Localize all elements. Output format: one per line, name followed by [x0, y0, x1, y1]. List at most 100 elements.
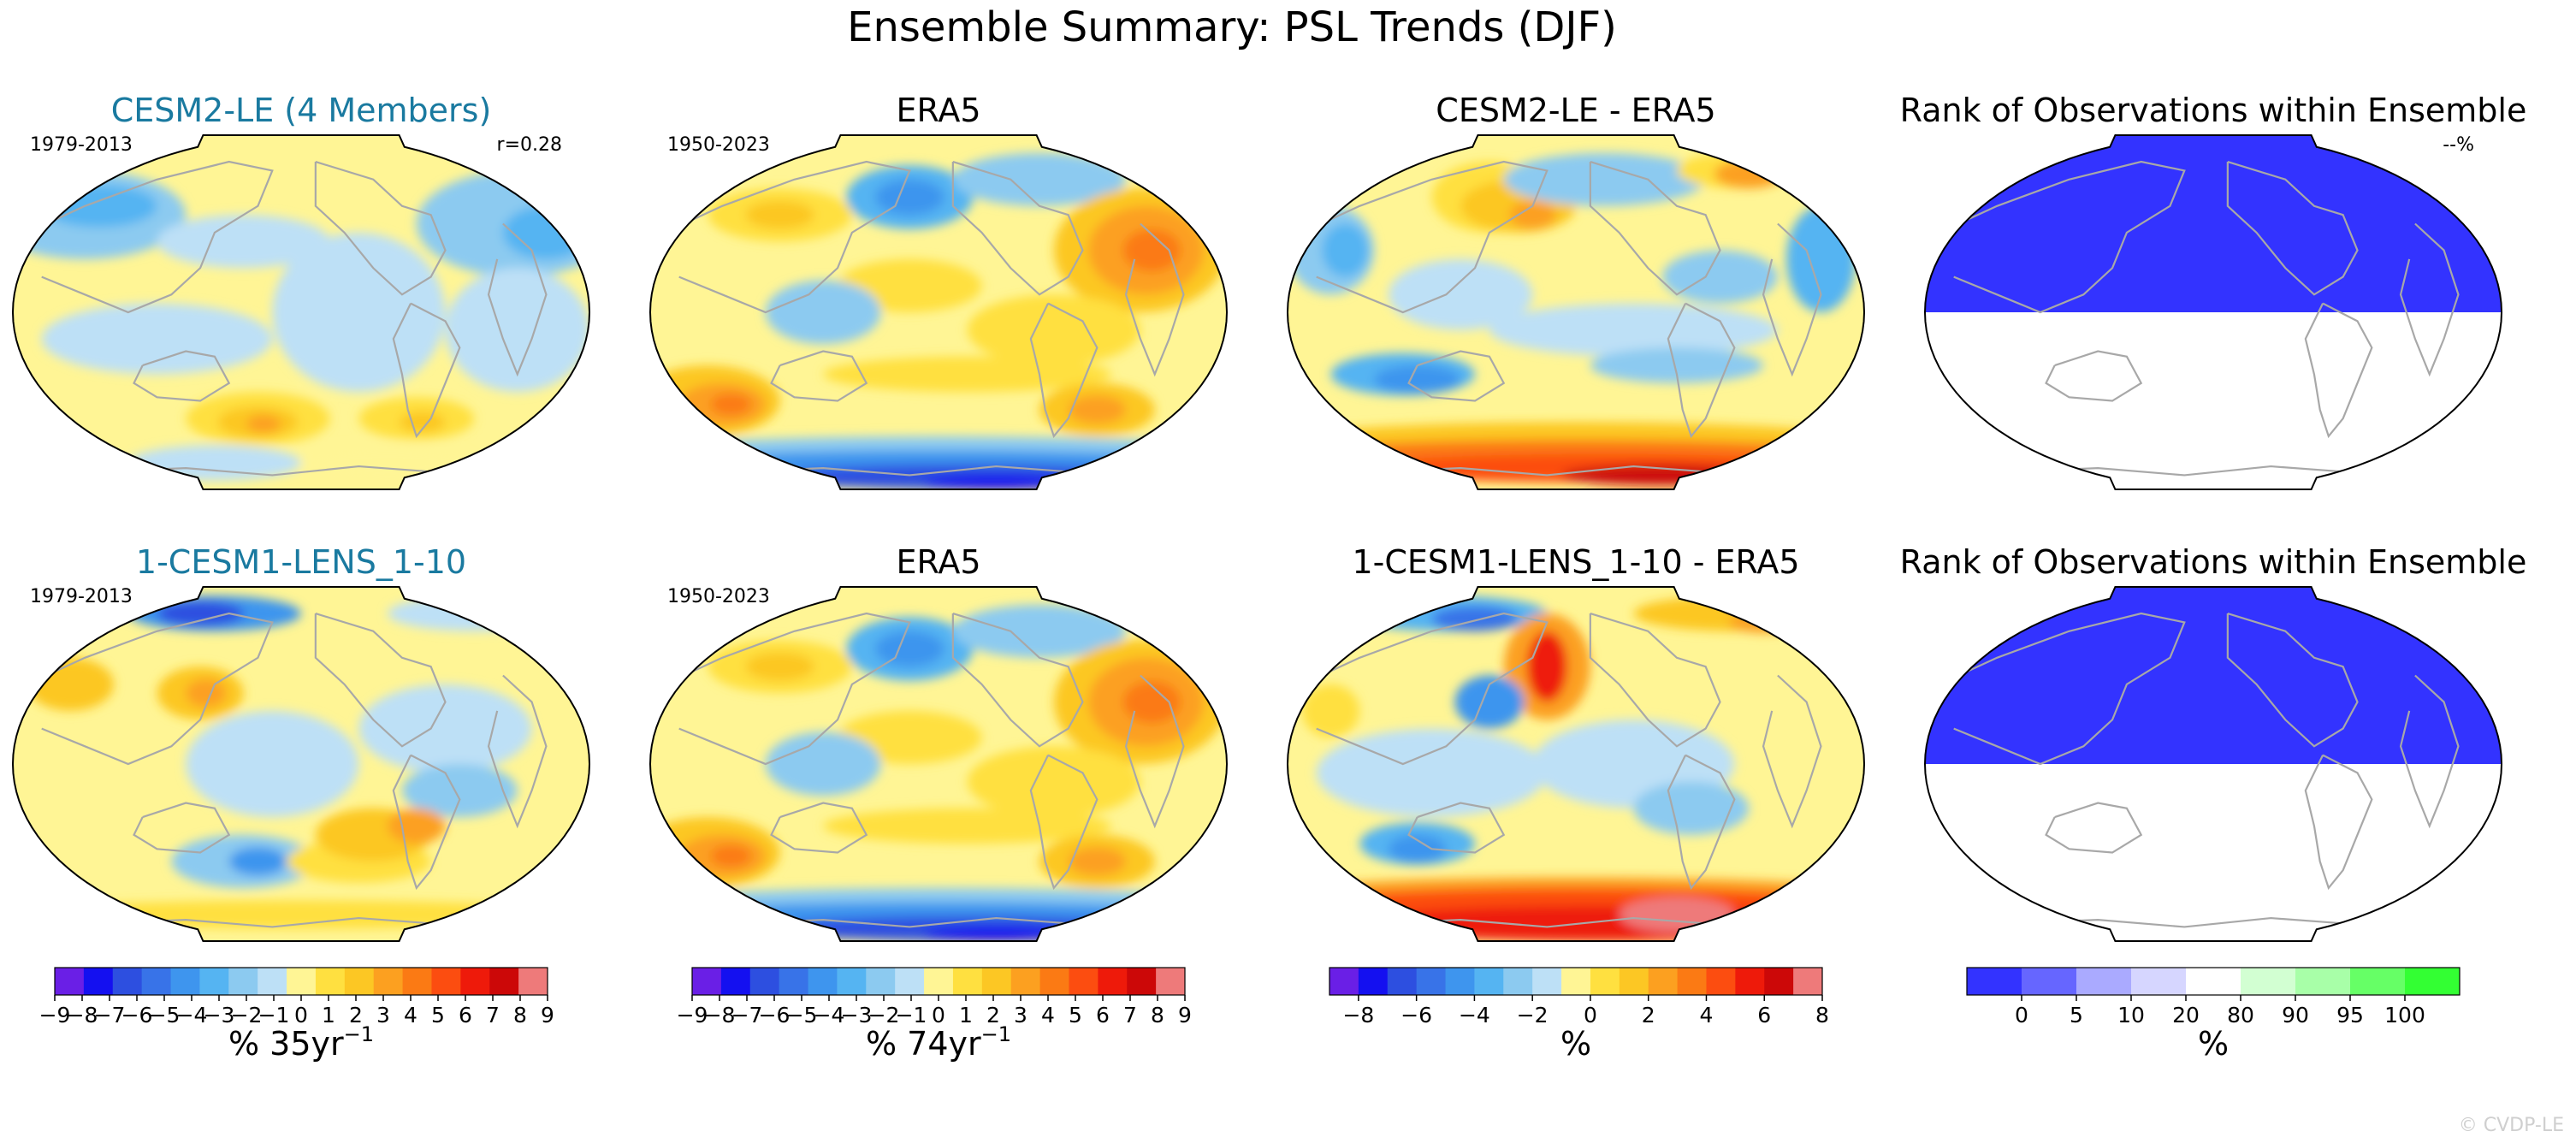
coastline: [2304, 754, 2373, 891]
colorbar-tick-label: 7: [486, 1003, 500, 1028]
field-contour: [745, 200, 815, 229]
colorbar-tick-label: −6: [121, 1003, 153, 1028]
field-contour: [1619, 897, 1735, 933]
field-contour: [952, 152, 1127, 206]
map-panel-r2c4: Rank of Observations within Ensemble: [1900, 543, 2526, 942]
colorbar-tick-label: 0: [932, 1003, 945, 1028]
colorbar-label: % 35yr−1: [228, 1022, 374, 1063]
colorbar-box: [2241, 968, 2296, 995]
map-panel-r2c2: ERA5 1950-2023: [648, 543, 1229, 942]
field-contour: [710, 394, 751, 416]
colorbar-box: [1619, 968, 1649, 995]
coastline: [1939, 612, 2186, 766]
coastline: [27, 160, 274, 314]
period-label: 1979-2013: [30, 134, 133, 156]
field-contour: [1662, 250, 1778, 304]
colorbar-tick-label: −2: [1517, 1003, 1549, 1028]
coastline: [1589, 612, 1721, 748]
cvdp-watermark: © CVDP-LE: [2458, 1115, 2564, 1136]
colorbar-tick-label: 6: [1096, 1003, 1110, 1028]
coastline: [2045, 802, 2143, 854]
colorbar-tick-label: 90: [2282, 1003, 2309, 1028]
field-contour: [745, 652, 815, 681]
field-contour: [710, 845, 751, 868]
colorbar-tick-label: −4: [176, 1003, 208, 1028]
colorbar-box: [692, 968, 722, 995]
coastline: [1301, 160, 1549, 314]
coastline: [2226, 160, 2359, 296]
colorbar-box: [373, 968, 404, 995]
colorbar-tick-label: 95: [2336, 1003, 2364, 1028]
colorbar-tick-label: −2: [868, 1003, 900, 1028]
field-contour: [1633, 781, 1750, 835]
map-boundary: [648, 134, 1229, 490]
field-contour: [874, 179, 945, 216]
colorbar-box: [1069, 968, 1099, 995]
colorbar-box: [1532, 968, 1562, 995]
map-boundary: [1286, 134, 1866, 490]
colorbar-tick-label: −1: [896, 1003, 927, 1028]
coastline: [1124, 222, 1185, 377]
colorbar-box: [1967, 968, 2022, 995]
colorbar-box: [1156, 968, 1186, 995]
colorbar-box: [2405, 968, 2461, 995]
colorbar-tick-label: 4: [1041, 1003, 1055, 1028]
colorbar-box: [1010, 968, 1041, 995]
colorbar-box: [112, 968, 143, 995]
coastline: [487, 222, 548, 377]
coastline: [951, 160, 1084, 296]
coastline: [1407, 350, 1506, 402]
field-contour: [1322, 223, 1369, 277]
colorbar-tick-label: −3: [204, 1003, 235, 1028]
colorbar-label: % 74yr−1: [866, 1022, 1011, 1063]
map-field: [650, 135, 1227, 489]
coastline: [2399, 674, 2460, 829]
map-field: [1288, 587, 1864, 941]
colorbar-tick-label: 1: [959, 1003, 973, 1028]
colorbar-box: [1387, 968, 1418, 995]
field-contour: [1068, 395, 1127, 424]
field-contour: [1122, 680, 1181, 724]
colorbar-tick-label: −8: [704, 1003, 736, 1028]
field-contour: [1316, 728, 1548, 818]
colorbar-tick-label: 8: [1151, 1003, 1164, 1028]
colorbar-box: [83, 968, 114, 995]
panel-title: CESM2-LE (4 Members): [111, 92, 492, 129]
colorbar-tick-label: −1: [258, 1003, 290, 1028]
colorbar-box: [1561, 968, 1591, 995]
colorbar-box: [2131, 968, 2187, 995]
colorbar-box: [1590, 968, 1620, 995]
coastlines: [27, 612, 548, 928]
colorbar-tick-label: 4: [404, 1003, 417, 1028]
map-boundary: [11, 586, 591, 942]
map-boundary: [1286, 586, 1866, 942]
colorbar-box: [2076, 968, 2132, 995]
colorbar-box: [1735, 968, 1765, 995]
colorbar-tick-label: −4: [1459, 1003, 1490, 1028]
coastline: [1939, 160, 2186, 314]
colorbar-box: [460, 968, 490, 995]
colorbar-tick-label: −9: [39, 1003, 71, 1028]
map-panel-r1c2: ERA5 1950-2023: [648, 92, 1229, 490]
coastline: [314, 160, 447, 296]
coastline: [487, 674, 548, 829]
colorbar-box: [1416, 968, 1447, 995]
colorbar-trend35: −9−8−7−6−5−4−3−2−1 0 1 2 3 4 5 6 7 8 9 % 35yr−1: [39, 967, 554, 1063]
field-contour: [358, 684, 532, 773]
colorbar-tick-label: 2: [986, 1003, 1000, 1028]
coastline: [664, 160, 911, 314]
field-contour: [1388, 834, 1447, 863]
map-field: [1925, 135, 2502, 489]
period-label: 1950-2023: [667, 134, 770, 156]
colorbar-tick-label: −8: [1342, 1003, 1374, 1028]
colorbar-tick-label: 7: [1123, 1003, 1137, 1028]
colorbar-box: [518, 968, 548, 995]
map-boundary: [648, 586, 1229, 942]
colorbar-tick-label: −2: [231, 1003, 263, 1028]
map-panel-r2c3: 1-CESM1-LENS_1-10 - ERA5: [1286, 543, 1866, 942]
field-contour: [874, 631, 945, 667]
panel-title: Rank of Observations within Ensemble: [1900, 92, 2527, 129]
map-field: [13, 587, 589, 941]
colorbar-tick-label: 2: [1642, 1003, 1655, 1028]
